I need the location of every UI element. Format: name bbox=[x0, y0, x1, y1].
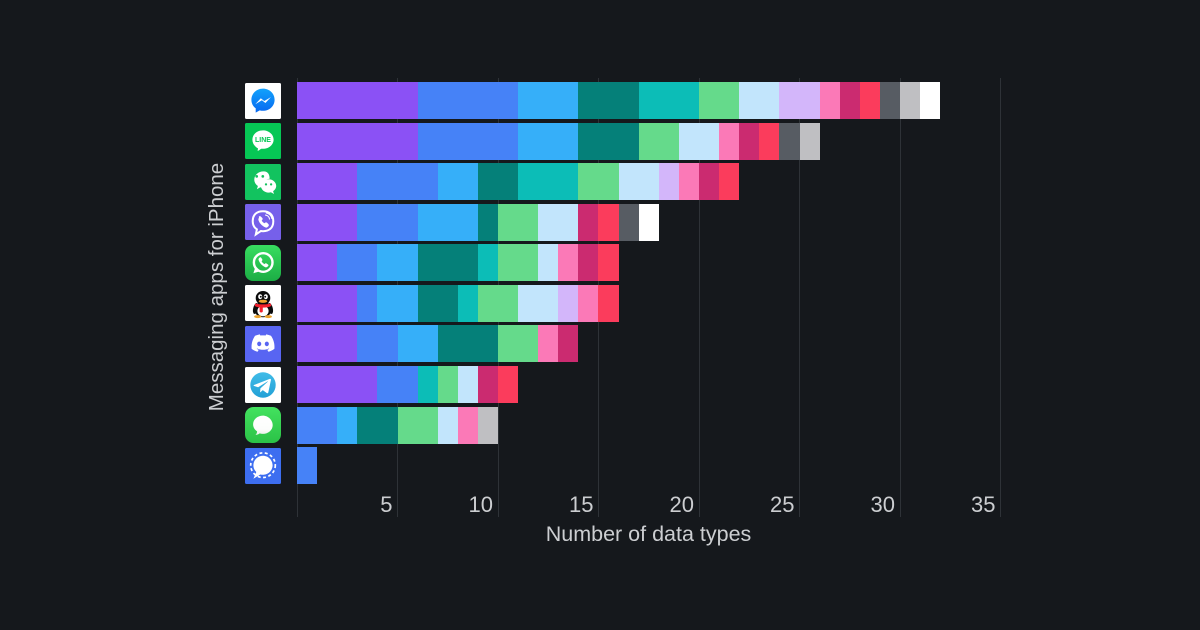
svg-text:LINE: LINE bbox=[255, 137, 271, 144]
